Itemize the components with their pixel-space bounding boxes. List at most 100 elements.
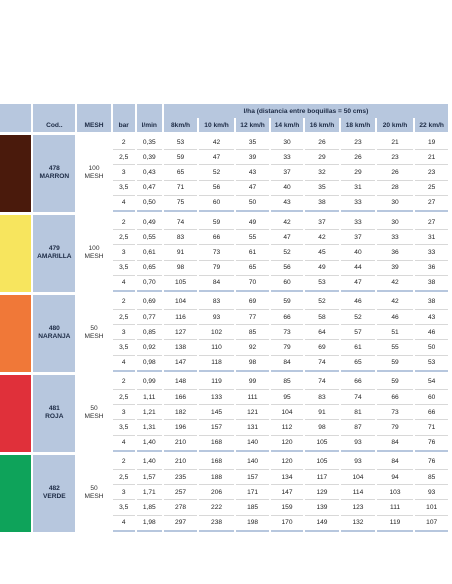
lha-value-cell: 79	[271, 340, 303, 356]
lha-value-cell: 81	[341, 405, 375, 421]
lha-value-cell: 35	[304, 181, 340, 196]
bar-cell: 4	[112, 196, 135, 212]
lha-value-cell: 95	[271, 390, 303, 406]
lha-value-cell: 38	[415, 295, 448, 311]
lha-value-cell: 71	[415, 420, 448, 436]
bar-cell: 2,5	[112, 310, 135, 326]
lha-value-cell: 104	[341, 470, 375, 486]
lha-value-cell: 42	[199, 135, 234, 151]
lmin-cell: 0,61	[136, 245, 162, 261]
mesh-label: MESH	[84, 173, 104, 181]
lha-value-cell: 66	[415, 405, 448, 421]
lha-value-cell: 98	[235, 356, 270, 372]
lha-value-cell: 65	[341, 356, 375, 372]
bar-cell: 3	[112, 165, 135, 181]
lha-value-cell: 35	[235, 135, 270, 151]
lha-value-cell: 32	[304, 165, 340, 181]
lmin-cell: 0,70	[136, 276, 162, 292]
table-row: 4 0,98 147 118 98 84 74 65 59 53	[0, 356, 448, 372]
lha-value-cell: 31	[415, 230, 448, 246]
lha-value-cell: 27	[415, 215, 448, 231]
header-speed-20: 20 km/h	[376, 118, 414, 132]
lha-value-cell: 104	[271, 405, 303, 421]
lha-value-cell: 188	[199, 470, 234, 486]
lha-value-cell: 120	[271, 455, 303, 470]
lha-value-cell: 85	[271, 375, 303, 390]
lha-value-cell: 110	[199, 340, 234, 356]
lha-value-cell: 103	[376, 485, 414, 501]
header-mesh: MESH	[77, 118, 111, 132]
lha-value-cell: 148	[163, 375, 198, 390]
lha-value-cell: 84	[376, 455, 414, 470]
table-row: 2,5 1,11 166 133 111 95 83 74 66 60	[0, 390, 448, 406]
lha-value-cell: 66	[271, 310, 303, 326]
lha-value-cell: 70	[235, 276, 270, 292]
lha-value-cell: 52	[199, 165, 234, 181]
lha-value-cell: 52	[271, 245, 303, 261]
lha-value-cell: 61	[341, 340, 375, 356]
lha-value-cell: 222	[199, 500, 234, 516]
lha-value-cell: 66	[376, 390, 414, 406]
lha-value-cell: 147	[163, 356, 198, 372]
lha-value-cell: 53	[415, 356, 448, 372]
lha-value-cell: 33	[271, 150, 303, 166]
nozzle-code-cell: 479 AMARILLA	[33, 214, 76, 292]
lha-value-cell: 51	[376, 325, 414, 341]
lha-value-cell: 71	[163, 181, 198, 196]
lha-value-cell: 46	[341, 295, 375, 311]
lmin-cell: 0,85	[136, 325, 162, 341]
lha-value-cell: 28	[376, 181, 414, 196]
lha-value-cell: 26	[376, 165, 414, 181]
nozzle-flow-table-container: l/ha (distancia entre boquillas = 50 cms…	[0, 104, 452, 532]
lha-value-cell: 36	[415, 261, 448, 276]
nozzle-color-name: MARRON	[39, 173, 70, 181]
lha-value-cell: 93	[341, 436, 375, 452]
lmin-cell: 0,55	[136, 230, 162, 246]
lmin-cell: 0,77	[136, 310, 162, 326]
lha-value-cell: 30	[271, 135, 303, 151]
bar-cell: 3,5	[112, 500, 135, 516]
nozzle-code: 478	[48, 165, 60, 173]
header-lmin: l/min	[136, 118, 162, 132]
lmin-cell: 1,98	[136, 516, 162, 532]
lha-value-cell: 52	[304, 295, 340, 311]
table-row: 3 0,61 91 73 61 52 45 40 36 33	[0, 245, 448, 261]
mesh-cell: 50 MESH	[77, 295, 110, 372]
lha-value-cell: 132	[341, 516, 375, 532]
lha-value-cell: 46	[376, 310, 414, 326]
mesh-value: 100	[88, 165, 100, 173]
lmin-cell: 0,98	[136, 356, 162, 372]
mesh-label: MESH	[84, 493, 104, 501]
lha-value-cell: 56	[199, 181, 234, 196]
header-group-title: l/ha (distancia entre boquillas = 50 cms…	[163, 104, 448, 118]
lha-value-cell: 134	[271, 470, 303, 486]
lha-value-cell: 66	[199, 230, 234, 246]
header-row-columns: Cod.. MESH bar l/min 8km/h 10 km/h 12 km…	[0, 118, 448, 132]
lha-value-cell: 29	[304, 150, 340, 166]
lha-value-cell: 23	[376, 150, 414, 166]
lha-value-cell: 85	[235, 325, 270, 341]
header-speed-14: 14 km/h	[271, 118, 303, 132]
table-row: 3 1,21 182 145 121 104 91 81 73 66	[0, 405, 448, 421]
lha-value-cell: 79	[376, 420, 414, 436]
mesh-cell: 100 MESH	[77, 135, 110, 212]
lha-value-cell: 45	[304, 245, 340, 261]
bar-cell: 4	[112, 436, 135, 452]
mesh-value: 50	[90, 405, 98, 413]
nozzle-code: 481	[48, 405, 60, 413]
bar-cell: 2,5	[112, 230, 135, 246]
lha-value-cell: 29	[341, 165, 375, 181]
lha-value-cell: 105	[163, 276, 198, 292]
lha-value-cell: 59	[163, 150, 198, 166]
lha-value-cell: 21	[415, 150, 448, 166]
lha-value-cell: 65	[163, 165, 198, 181]
header-blank-mesh	[77, 104, 111, 118]
bar-cell: 3	[112, 325, 135, 341]
table-row: 2,5 0,77 116 93 77 66 58 52 46 43	[0, 310, 448, 326]
lha-value-cell: 118	[199, 356, 234, 372]
bar-cell: 3,5	[112, 420, 135, 436]
lha-value-cell: 157	[235, 470, 270, 486]
lha-value-cell: 60	[415, 390, 448, 406]
lha-value-cell: 42	[376, 295, 414, 311]
lha-value-cell: 47	[235, 181, 270, 196]
